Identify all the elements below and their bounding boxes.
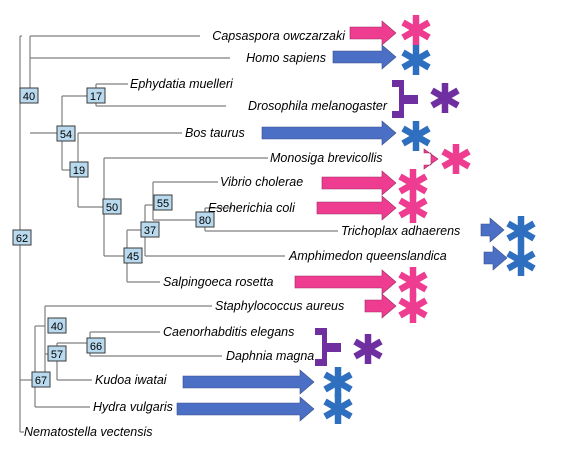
- taxon-capsaspora-owczarzaki: Capsaspora owczarzaki: [212, 29, 346, 43]
- asterisk-icon: [403, 121, 429, 151]
- node-box-40-upper: 40: [19, 87, 39, 104]
- node-label-45: 45: [127, 251, 139, 263]
- taxon-staphylococcus-aureus: Staphylococcus aureus: [215, 299, 344, 313]
- node-box-55: 55: [153, 194, 173, 211]
- node-box-50: 50: [102, 198, 122, 215]
- block-arrow-icon: [349, 20, 397, 46]
- node-label-57: 57: [51, 349, 63, 361]
- taxon-escherichia-coli: Escherichia coli: [208, 201, 296, 215]
- taxon-amphimedon-queenslandica: Amphimedon queenslandica: [288, 249, 447, 263]
- block-arrow-icon: [176, 396, 315, 422]
- node-label-40-lower: 40: [51, 321, 63, 333]
- node-box-37: 37: [140, 221, 160, 238]
- tee-inhibitor-icon: [315, 328, 341, 366]
- taxon-monosiga-brevicollis: Monosiga brevicollis: [270, 151, 383, 165]
- node-box-80: 80: [195, 211, 215, 228]
- block-arrow-icon: [316, 195, 397, 221]
- node-label-17: 17: [90, 91, 102, 103]
- taxon-drosophila-melanogaster: Drosophila melanogaster: [248, 99, 388, 113]
- asterisk-icon: [400, 293, 426, 323]
- taxon-homo-sapiens: Homo sapiens: [246, 51, 326, 65]
- block-arrow-icon: [480, 217, 505, 243]
- tee-inhibitors: [315, 80, 418, 366]
- node-label-62: 62: [16, 233, 28, 245]
- taxa-labels: Capsaspora owczarzaki Homo sapiens Ephyd…: [24, 29, 460, 439]
- node-label-54: 54: [60, 129, 72, 141]
- node-label-19: 19: [73, 165, 85, 177]
- node-label-67: 67: [35, 375, 47, 387]
- taxon-vibrio-cholerae: Vibrio cholerae: [220, 175, 303, 189]
- asterisk-icon: [355, 334, 381, 364]
- taxon-daphnia-magna: Daphnia magna: [226, 349, 314, 363]
- node-label-50: 50: [106, 202, 118, 214]
- node-label-37: 37: [144, 225, 156, 237]
- block-arrows: [176, 20, 508, 422]
- asterisk-icon: [400, 267, 426, 297]
- block-arrow-icon: [332, 44, 397, 70]
- asterisk-icon: [403, 15, 429, 45]
- tee-inhibitor-icon: [392, 80, 418, 118]
- block-arrow-icon: [321, 170, 397, 196]
- node-box-54: 54: [56, 125, 76, 142]
- node-box-66: 66: [86, 337, 106, 354]
- node-box-19: 19: [69, 161, 89, 178]
- taxon-hydra-vulgaris: Hydra vulgaris: [93, 400, 173, 414]
- taxon-caenorhabditis-elegans: Caenorhabditis elegans: [163, 325, 294, 339]
- asterisks: [325, 15, 534, 424]
- asterisk-icon: [325, 394, 351, 424]
- taxon-nematostella-vectensis: Nematostella vectensis: [24, 425, 153, 439]
- block-arrow-icon: [294, 269, 397, 295]
- block-arrow-icon: [182, 369, 315, 395]
- node-label-80: 80: [199, 215, 211, 227]
- node-label-40: 40: [23, 91, 35, 103]
- asterisk-icon: [325, 367, 351, 397]
- asterisk-icon: [443, 144, 469, 174]
- asterisk-icon: [403, 45, 429, 75]
- asterisk-icon: [432, 83, 458, 113]
- taxon-kudoa-iwatai: Kudoa iwatai: [95, 373, 168, 387]
- node-label-66: 66: [90, 341, 102, 353]
- asterisk-icon: [400, 193, 426, 223]
- block-arrow-icon: [364, 293, 397, 319]
- node-box-67: 67: [31, 371, 51, 388]
- taxon-ephydatia-muelleri: Ephydatia muelleri: [130, 77, 234, 91]
- asterisk-icon: [508, 246, 534, 276]
- node-label-55: 55: [157, 198, 169, 210]
- node-box-45: 45: [123, 247, 143, 264]
- tree-branches: [19, 35, 338, 433]
- taxon-trichoplax-adhaerens: Trichoplax adhaerens: [341, 224, 460, 238]
- node-box-62: 62: [12, 229, 32, 246]
- asterisk-icon: [508, 216, 534, 246]
- block-arrow-icon: [483, 245, 508, 271]
- node-box-17: 17: [86, 87, 106, 104]
- block-arrow-icon: [423, 148, 439, 170]
- node-box-40-lower: 40: [47, 317, 67, 334]
- taxon-bos-taurus: Bos taurus: [185, 126, 245, 140]
- node-box-57: 57: [47, 345, 67, 362]
- block-arrow-icon: [261, 120, 397, 146]
- node-labels: 40 17 54 19 50 55 80 37 45 62 40 66 57 6…: [12, 87, 215, 388]
- taxon-salpingoeca-rosetta: Salpingoeca rosetta: [163, 275, 274, 289]
